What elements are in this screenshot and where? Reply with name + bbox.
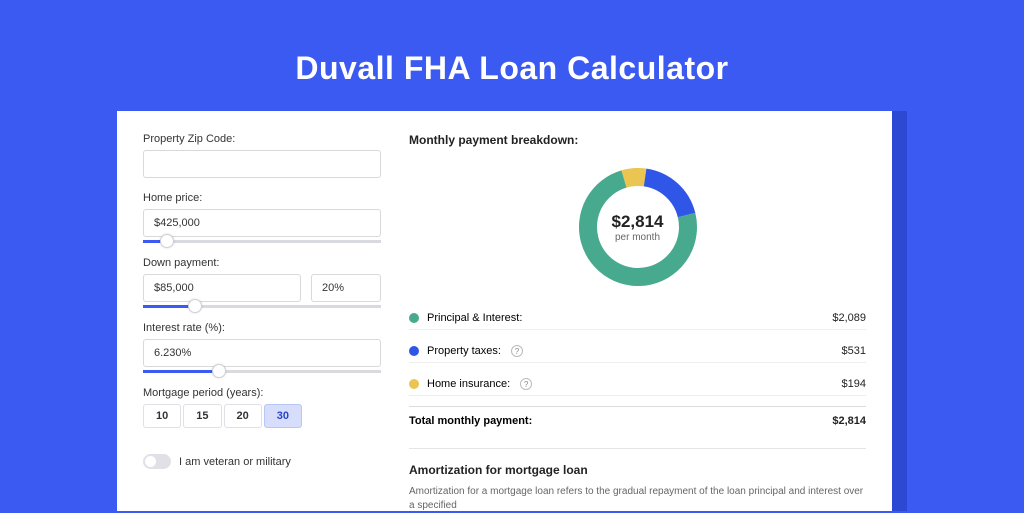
donut-slice-ins: [623, 177, 644, 179]
zip-input[interactable]: [143, 150, 381, 178]
zip-label: Property Zip Code:: [143, 133, 381, 145]
down-payment-pct-input[interactable]: 20%: [311, 274, 381, 302]
card-shadow: Property Zip Code: Home price: $425,000 …: [117, 111, 907, 511]
home-price-slider[interactable]: [143, 240, 381, 243]
donut-chart: $2,814 per month: [409, 163, 866, 291]
legend-row-ins: Home insurance:? $194: [409, 373, 866, 396]
calculator-card: Property Zip Code: Home price: $425,000 …: [117, 111, 892, 511]
down-payment-input[interactable]: $85,000: [143, 274, 301, 302]
total-label: Total monthly payment:: [409, 415, 532, 427]
interest-slider[interactable]: [143, 370, 381, 373]
veteran-row: I am veteran or military: [143, 454, 381, 469]
down-payment-group: Down payment: $85,000 20%: [143, 257, 381, 308]
info-icon[interactable]: ?: [511, 345, 523, 357]
home-price-input[interactable]: $425,000: [143, 209, 381, 237]
down-payment-label: Down payment:: [143, 257, 381, 269]
legend: Principal & Interest: $2,089 Property taxe…: [409, 307, 866, 432]
period-btn-20[interactable]: 20: [224, 404, 262, 428]
amortization-section: Amortization for mortgage loan Amortizat…: [409, 448, 866, 513]
toggle-knob: [145, 456, 156, 467]
home-price-label: Home price:: [143, 192, 381, 204]
donut-sublabel: per month: [612, 232, 664, 243]
form-column: Property Zip Code: Home price: $425,000 …: [143, 133, 381, 489]
veteran-label: I am veteran or military: [179, 456, 291, 468]
legend-label: Home insurance:: [427, 378, 510, 390]
page-title: Duvall FHA Loan Calculator: [295, 50, 728, 87]
home-price-group: Home price: $425,000: [143, 192, 381, 243]
legend-row-tax: Property taxes:? $531: [409, 340, 866, 363]
interest-input[interactable]: 6.230%: [143, 339, 381, 367]
slider-thumb[interactable]: [160, 234, 174, 248]
donut-center: $2,814 per month: [612, 212, 664, 243]
legend-dot: [409, 346, 419, 356]
breakdown-column: Monthly payment breakdown: $2,814 per mo…: [409, 133, 866, 489]
amortization-desc: Amortization for a mortgage loan refers …: [409, 485, 866, 513]
info-icon[interactable]: ?: [520, 378, 532, 390]
legend-label: Principal & Interest:: [427, 312, 522, 324]
slider-thumb[interactable]: [212, 364, 226, 378]
legend-label: Property taxes:: [427, 345, 501, 357]
period-btn-30[interactable]: 30: [264, 404, 302, 428]
interest-group: Interest rate (%): 6.230%: [143, 322, 381, 373]
zip-field-group: Property Zip Code:: [143, 133, 381, 178]
breakdown-title: Monthly payment breakdown:: [409, 133, 866, 147]
donut-slice-tax: [645, 178, 686, 216]
slider-thumb[interactable]: [188, 299, 202, 313]
period-options: 10152030: [143, 404, 381, 428]
legend-amount: $194: [842, 378, 866, 390]
period-btn-15[interactable]: 15: [183, 404, 221, 428]
interest-label: Interest rate (%):: [143, 322, 381, 334]
legend-row-total: Total monthly payment: $2,814: [409, 406, 866, 432]
donut-value: $2,814: [612, 212, 664, 232]
period-label: Mortgage period (years):: [143, 387, 381, 399]
legend-amount: $2,089: [832, 312, 866, 324]
amortization-title: Amortization for mortgage loan: [409, 463, 866, 477]
period-btn-10[interactable]: 10: [143, 404, 181, 428]
veteran-toggle[interactable]: [143, 454, 171, 469]
down-payment-slider[interactable]: [143, 305, 381, 308]
legend-dot: [409, 379, 419, 389]
legend-row-pi: Principal & Interest: $2,089: [409, 307, 866, 330]
total-amount: $2,814: [832, 415, 866, 427]
legend-dot: [409, 313, 419, 323]
period-group: Mortgage period (years): 10152030: [143, 387, 381, 428]
legend-amount: $531: [842, 345, 866, 357]
